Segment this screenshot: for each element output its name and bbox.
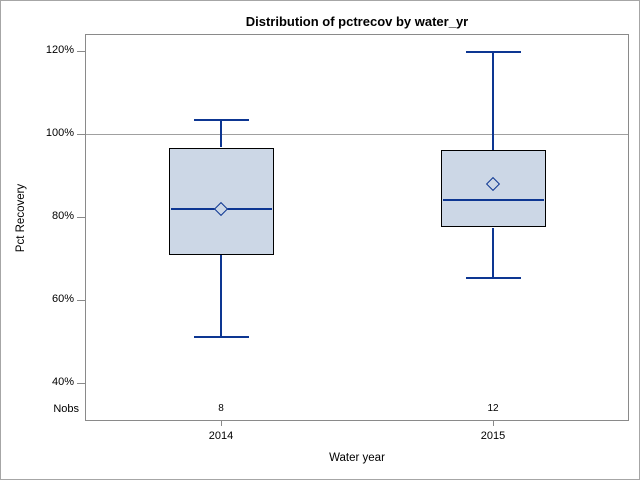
upper-whisker-cap bbox=[194, 119, 249, 121]
box-2014 bbox=[169, 148, 274, 255]
y-axis-tick-label: 120% bbox=[45, 44, 74, 56]
nobs-value: 12 bbox=[487, 403, 499, 414]
y-axis-tick bbox=[77, 383, 85, 384]
reference-line-100pct bbox=[86, 134, 628, 135]
y-axis-tick bbox=[77, 300, 85, 301]
lower-whisker-cap bbox=[466, 277, 521, 279]
x-axis-tick bbox=[221, 421, 222, 426]
x-axis-tick-label: 2014 bbox=[208, 430, 234, 442]
x-axis-label: Water year bbox=[329, 452, 385, 464]
x-axis-tick-label: 2015 bbox=[480, 430, 506, 442]
lower-whisker-cap bbox=[194, 336, 249, 338]
x-axis-tick bbox=[493, 421, 494, 426]
lower-whisker-line bbox=[492, 228, 494, 279]
y-axis-tick-label: 100% bbox=[45, 127, 74, 139]
plot-area bbox=[85, 34, 629, 421]
y-axis-tick bbox=[77, 217, 85, 218]
upper-whisker-line bbox=[220, 120, 222, 147]
y-axis-tick bbox=[77, 51, 85, 52]
y-axis-tick-label: 40% bbox=[51, 376, 74, 388]
nobs-value: 8 bbox=[218, 403, 224, 414]
lower-whisker-line bbox=[220, 254, 222, 337]
median-line bbox=[443, 199, 544, 201]
y-axis-tick bbox=[77, 134, 85, 135]
y-axis-tick-label: 80% bbox=[51, 210, 74, 222]
upper-whisker-cap bbox=[466, 51, 521, 53]
nobs-row-header: Nobs bbox=[53, 403, 79, 415]
chart-title: Distribution of pctrecov by water_yr bbox=[245, 14, 469, 29]
upper-whisker-line bbox=[492, 52, 494, 150]
y-axis-tick-label: 60% bbox=[51, 293, 74, 305]
y-axis-label: Pct Recovery bbox=[15, 183, 27, 253]
